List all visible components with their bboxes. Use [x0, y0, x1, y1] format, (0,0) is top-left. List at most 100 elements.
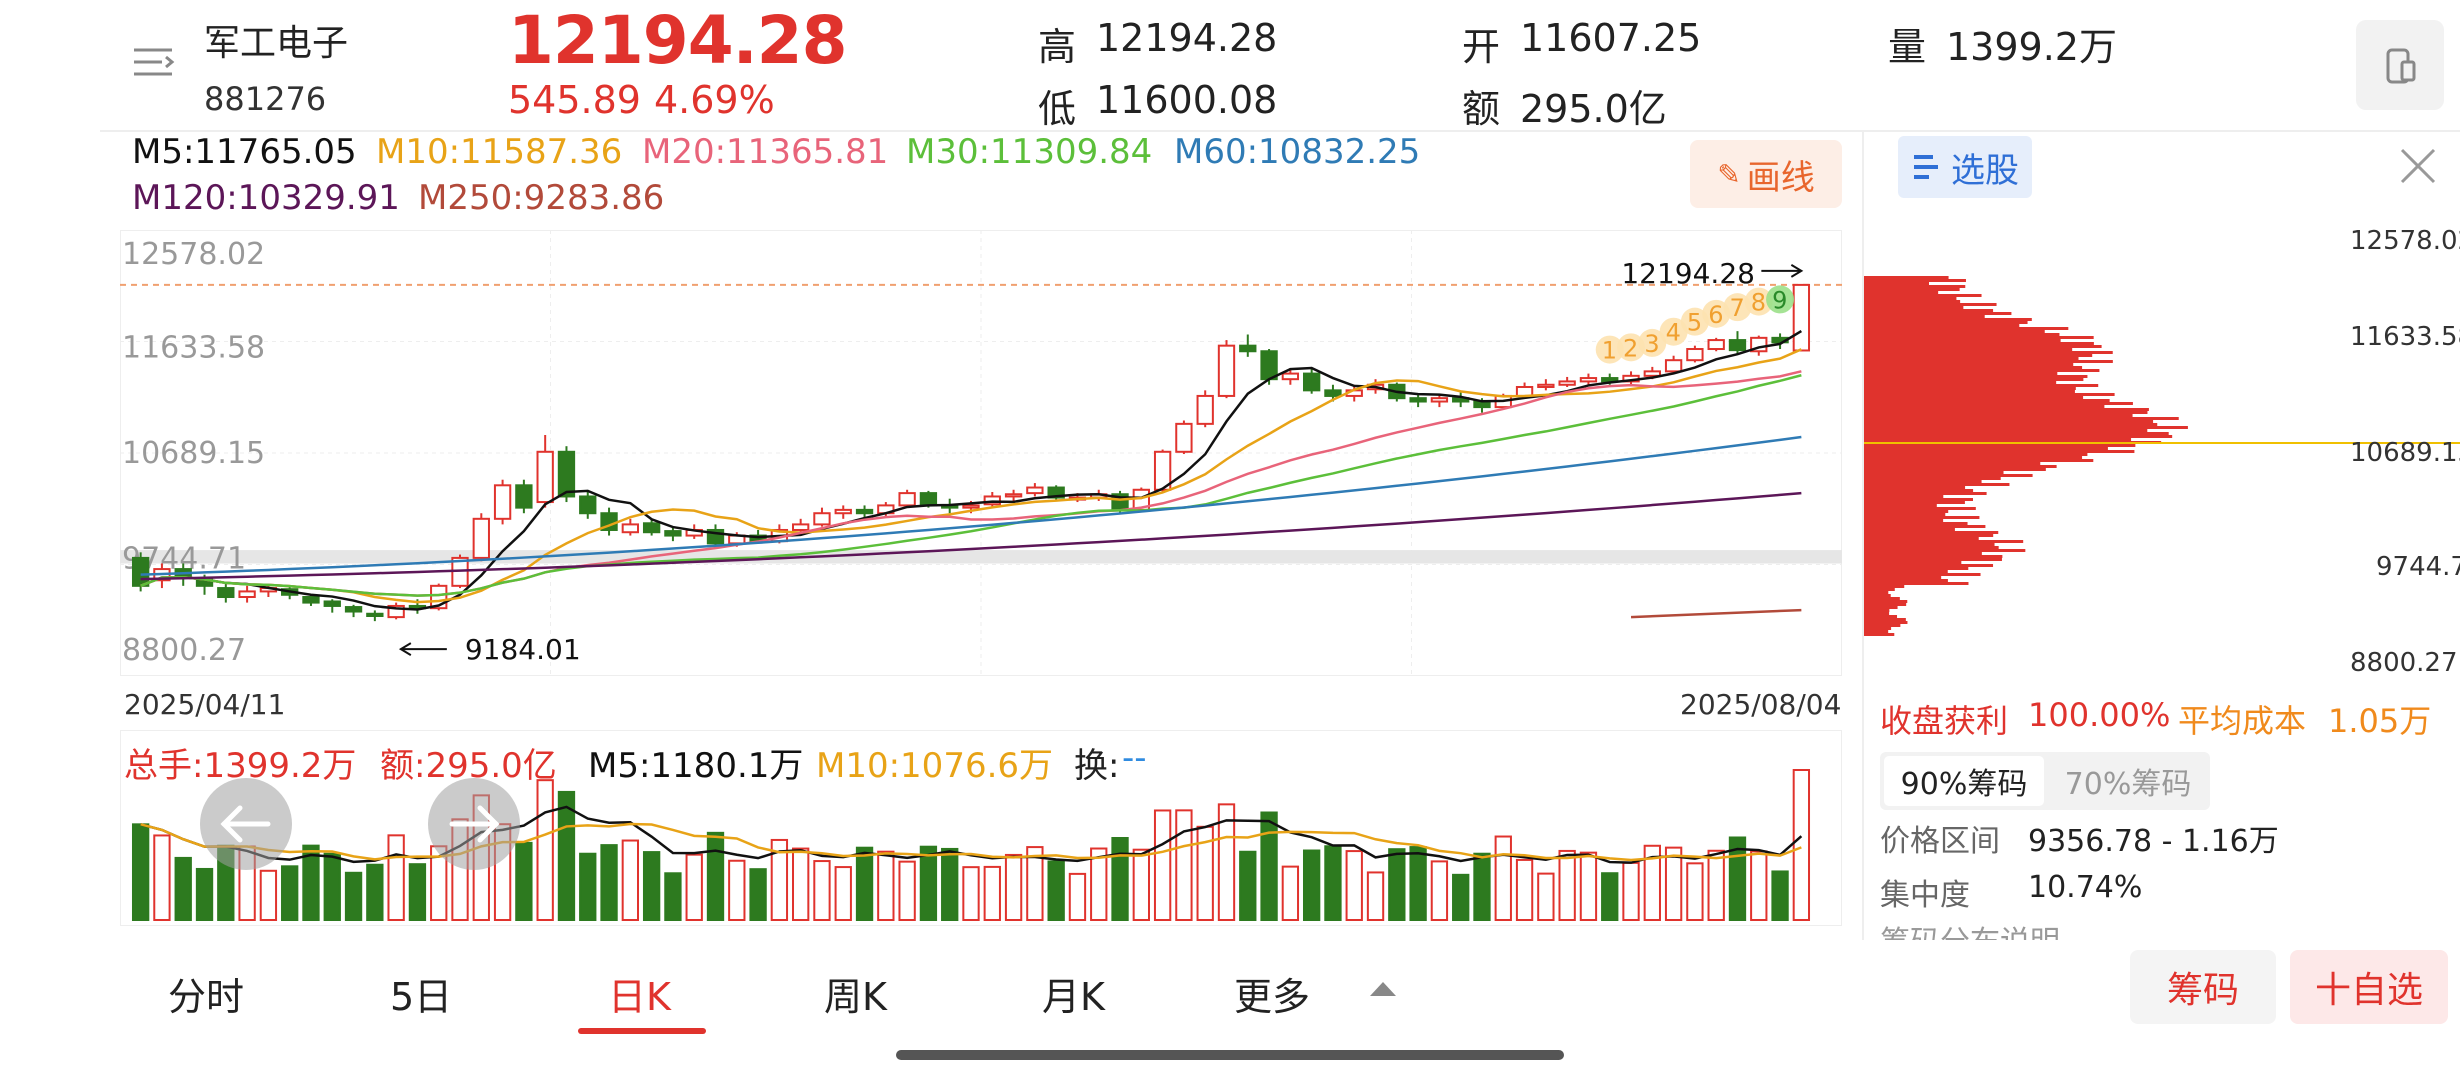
ma120-label: M120:10329.91 — [132, 178, 400, 218]
candle — [642, 522, 661, 534]
volume-bar — [344, 871, 363, 921]
chip-bar — [1864, 609, 1890, 612]
candle — [1643, 370, 1661, 377]
chip-bar — [1864, 327, 2069, 330]
caret-up-icon[interactable] — [1370, 982, 1396, 996]
chip-description-link[interactable]: 筹码分布说明 — [1880, 928, 2160, 941]
tab-more[interactable]: 更多 — [1234, 975, 1311, 1019]
chip-bar — [1864, 396, 2084, 399]
chip-bar — [1864, 510, 1949, 513]
high-label: 高 — [1038, 25, 1077, 69]
candle — [792, 523, 810, 531]
stock-picker-button[interactable]: 选股 — [1898, 136, 2032, 198]
chip-bar — [1864, 555, 2003, 558]
chip-button[interactable]: 筹码 — [2130, 950, 2276, 1024]
volume-bar — [1452, 873, 1470, 921]
volume-bar — [1579, 851, 1598, 921]
header-divider — [100, 130, 2460, 132]
side-tick-2: 10689.15 — [2350, 438, 2460, 468]
turnover-value: -- — [1122, 738, 1147, 778]
price-change-pct: 4.69% — [654, 78, 775, 122]
y-tick-label: 11633.58 — [122, 331, 265, 366]
chip90-button[interactable]: 90%筹码 — [1884, 756, 2044, 806]
tab-5day[interactable]: 5日 — [390, 975, 453, 1019]
volume-bar — [1324, 845, 1342, 921]
tab-daily-k[interactable]: 日K — [608, 975, 671, 1019]
chip-bar — [1864, 519, 1944, 522]
chip-bar — [1864, 432, 2169, 435]
landscape-toggle-button[interactable] — [2356, 20, 2444, 110]
add-watchlist-button[interactable]: 十自选 — [2290, 950, 2448, 1024]
candle — [1558, 380, 1576, 386]
chip-bar — [1864, 279, 1966, 282]
avg-cost-label: 平均成本 — [2178, 702, 2307, 740]
volume-bar — [536, 779, 554, 921]
volume-bar — [579, 852, 597, 921]
tab-monthly-k[interactable]: 月K — [1042, 975, 1105, 1019]
chip-bar — [1864, 573, 1981, 576]
chip-bar — [1864, 276, 1949, 279]
candle — [366, 612, 384, 617]
td-count-label: 5 — [1687, 309, 1702, 337]
volume-bar — [1537, 872, 1555, 921]
high-arrow-head — [1790, 264, 1804, 278]
volume-bar — [1345, 850, 1363, 921]
volume-bar — [855, 846, 874, 921]
td-count-badge — [1723, 293, 1752, 322]
candle — [131, 556, 150, 587]
td-count-label: 1 — [1602, 337, 1617, 365]
volume-bar — [1388, 848, 1406, 921]
td-count-badge — [1638, 328, 1667, 357]
scroll-right-button[interactable] — [428, 778, 520, 870]
scroll-left-button[interactable] — [200, 778, 292, 870]
volume-chart[interactable] — [120, 730, 1842, 926]
chip-bar — [1864, 570, 1948, 573]
tab-weekly-k[interactable]: 周K — [824, 975, 887, 1019]
td-count-badge — [1680, 307, 1709, 336]
candle — [515, 484, 533, 509]
chip-bar — [1864, 597, 1900, 600]
y-tick-label: 12578.02 — [122, 237, 265, 272]
chip70-button[interactable]: 70%筹码 — [2050, 756, 2206, 806]
menu-icon[interactable] — [132, 42, 178, 82]
chip-bar — [1864, 369, 2100, 372]
tab-intraday[interactable]: 分时 — [168, 975, 245, 1019]
chip-bar — [1864, 507, 1976, 510]
concentration-value: 10.74% — [2028, 870, 2143, 905]
chip-bar — [1864, 483, 2010, 486]
side-tick-4: 8800.27 — [2350, 648, 2458, 678]
ma5-line — [140, 329, 1802, 611]
chip-bar — [1864, 546, 1999, 549]
chip-bar — [1864, 567, 1969, 570]
volume-bar — [1707, 849, 1725, 921]
candle — [919, 492, 938, 507]
volume-bar — [600, 844, 618, 921]
chip-bar — [1864, 315, 1985, 318]
draw-line-button[interactable]: ✎ 画线 — [1690, 140, 1842, 208]
y-tick-label: 10689.15 — [122, 436, 265, 471]
chip-bar — [1864, 390, 2075, 393]
chip-bar — [1864, 405, 2105, 408]
chip-bar — [1864, 336, 2094, 339]
chip-bar — [1864, 468, 2046, 471]
ma250-label: M250:9283.86 — [418, 178, 665, 218]
volume-bar — [919, 845, 938, 921]
candle — [813, 512, 831, 526]
volume-bar — [1622, 861, 1640, 921]
volume-bar — [1515, 858, 1534, 921]
chip-bar — [1864, 633, 1895, 636]
stock-name: 军工电子 — [204, 23, 349, 64]
chip-bar — [1864, 351, 2113, 354]
chip-bar — [1864, 411, 2148, 414]
chip90-label: 90%筹码 — [1900, 767, 2028, 802]
chip-bar — [1864, 354, 2093, 357]
volume-bar — [1302, 849, 1321, 921]
volume-bar — [642, 851, 661, 921]
close-icon[interactable] — [2396, 144, 2440, 188]
chip-bar — [1864, 288, 1960, 291]
chip-bar — [1864, 303, 1997, 306]
volume-bar — [685, 853, 703, 921]
chip-bar — [1864, 531, 1999, 534]
chip-bar — [1864, 294, 1982, 297]
